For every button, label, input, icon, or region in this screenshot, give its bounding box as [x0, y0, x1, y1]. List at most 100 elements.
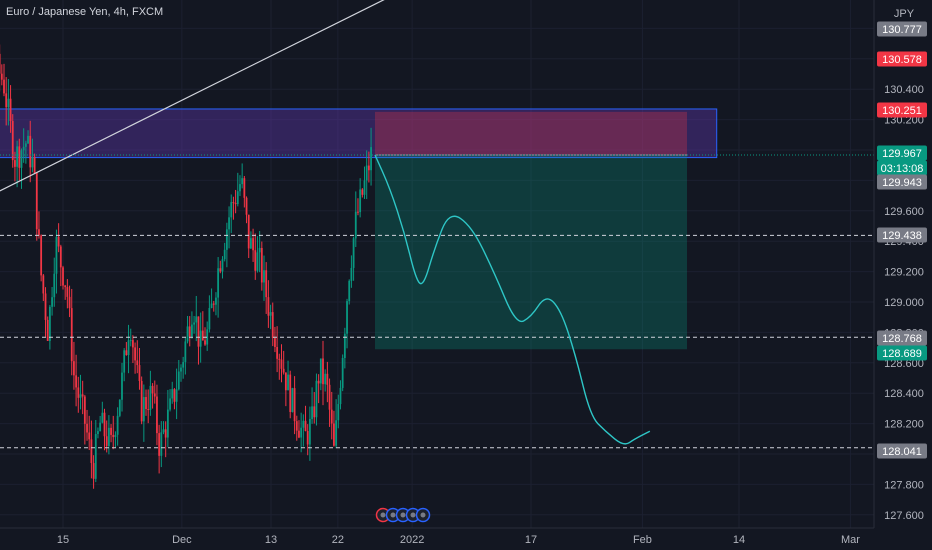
price-tag — [877, 174, 927, 190]
time-tick-label: 2022 — [400, 534, 424, 546]
candle-body — [289, 374, 292, 412]
price-tick-label: 130.200 — [884, 115, 924, 127]
candle-body — [348, 280, 351, 302]
candle-body — [247, 214, 250, 249]
candle-body — [31, 157, 34, 168]
candle-body — [81, 394, 84, 397]
candle-body — [182, 362, 185, 368]
price-tag-label: 03:13:08 — [881, 163, 924, 175]
trendline[interactable] — [0, 0, 479, 226]
candle-body — [319, 358, 322, 384]
price-tag — [877, 345, 927, 361]
candle-body — [18, 146, 21, 168]
candle-body — [221, 259, 224, 272]
candle-body — [99, 422, 102, 432]
candle-body — [215, 297, 217, 305]
candle-body — [149, 385, 152, 410]
chart-title: Euro / Japanese Yen, 4h, FXCM — [6, 6, 164, 18]
candle-body — [57, 236, 60, 247]
price-tag — [877, 330, 927, 346]
forecast-path[interactable] — [374, 154, 651, 445]
price-tag-label: 130.777 — [882, 24, 922, 36]
candle-body — [42, 275, 45, 294]
price-tag — [877, 51, 927, 67]
short-position-target-zone[interactable] — [375, 155, 687, 350]
price-tick-label: 128.200 — [884, 419, 924, 431]
candle-body — [212, 303, 215, 305]
candle-body — [245, 197, 248, 215]
candle-body — [201, 330, 204, 341]
candle-body — [287, 374, 289, 391]
candle-body — [38, 229, 40, 236]
candle-body — [164, 429, 167, 438]
candle-body — [127, 340, 130, 356]
candle-body — [48, 306, 51, 341]
event-icons[interactable] — [375, 507, 431, 523]
candle-body — [147, 409, 150, 411]
price-tag — [877, 145, 927, 161]
price-tag — [877, 102, 927, 118]
candle-body — [315, 380, 318, 418]
candle-body — [195, 316, 198, 323]
candle-body — [20, 150, 23, 168]
time-tick-label: 22 — [332, 534, 344, 546]
candle-body — [335, 420, 338, 446]
resistance-zone[interactable] — [0, 108, 718, 159]
candle-body — [357, 211, 359, 213]
candle-body — [370, 147, 372, 171]
candle-body — [313, 406, 316, 418]
drawings[interactable] — [0, 108, 718, 350]
candle-body — [116, 415, 119, 435]
candle-body — [217, 268, 220, 298]
candle-body — [302, 420, 305, 428]
candle-body — [173, 389, 176, 402]
candle-body — [263, 270, 265, 283]
candle-body — [70, 308, 73, 362]
candle-body — [107, 427, 110, 446]
candle-body — [177, 371, 180, 390]
candle-body — [86, 423, 88, 433]
price-tick-label: 128.600 — [884, 358, 924, 370]
price-tick-label: 129.000 — [884, 297, 924, 309]
candle-body — [0, 53, 1, 74]
time-axis[interactable]: 15 Dec 13 22 2022 17 Feb 14 Mar — [57, 534, 860, 546]
candle-body — [134, 347, 137, 361]
candle-body — [295, 421, 298, 431]
candle-body — [298, 430, 300, 438]
candle-body — [339, 387, 342, 405]
candle-body — [184, 341, 187, 363]
candles — [0, 44, 372, 489]
candle-body — [269, 312, 272, 316]
candle-body — [306, 431, 309, 445]
candle-body — [156, 396, 158, 434]
time-axis-bg — [0, 528, 932, 550]
candle-body — [46, 319, 49, 341]
candle-body — [112, 434, 115, 438]
lines[interactable] — [0, 0, 874, 449]
candle-body — [53, 273, 56, 298]
price-tick-label: 130.400 — [884, 84, 924, 96]
candle-body — [9, 98, 12, 122]
candle-body — [280, 359, 283, 369]
candle-body — [22, 146, 25, 151]
economic-event-dot — [420, 512, 426, 518]
candle-body — [341, 357, 344, 388]
candle-body — [293, 388, 296, 422]
candle-body — [232, 202, 235, 204]
candle-body — [234, 203, 237, 205]
candle-body — [132, 340, 134, 348]
candle-body — [265, 270, 268, 298]
price-tag — [877, 21, 927, 37]
time-tick-label: Mar — [841, 534, 860, 546]
candle-body — [197, 316, 200, 347]
candle-body — [208, 308, 211, 330]
candle-body — [361, 189, 364, 195]
candle-body — [121, 372, 123, 400]
candle-body — [16, 146, 19, 167]
short-position-stop-zone[interactable] — [375, 111, 687, 156]
candle-body — [33, 157, 36, 173]
candle-body — [180, 367, 182, 372]
candle-body — [367, 165, 370, 171]
